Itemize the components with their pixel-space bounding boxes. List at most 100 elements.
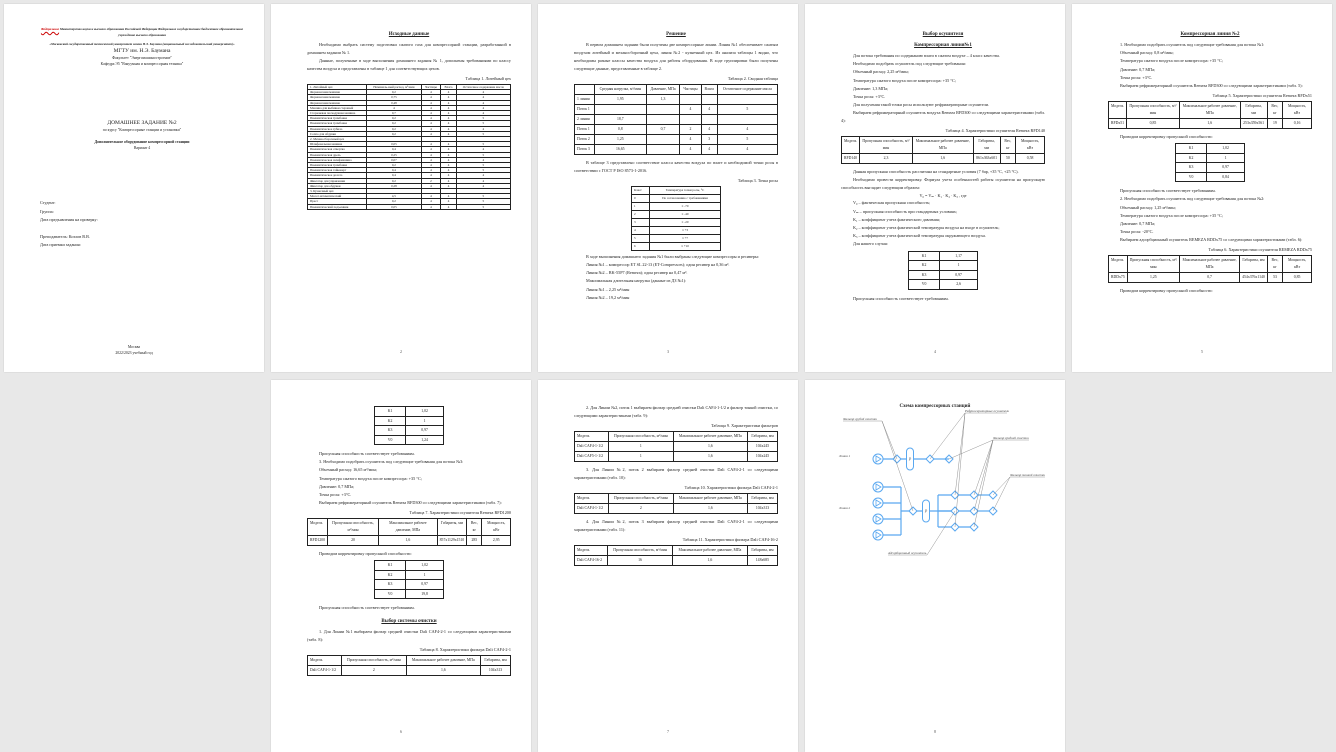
table-cell: Габариты, мм [747,493,778,504]
table-cell: 1,6 [672,451,749,462]
table-cell: Dali CAF4-16-2 [573,555,609,566]
department: Кафедра Э5 "Вакуумная и компрессорная те… [100,62,184,66]
table-cell: Габариты, мм [972,136,1001,155]
table-cell: 5 [716,134,779,145]
table-cell: Мощность, кВт [1015,136,1045,155]
table-row: Пневматическая трамбовка 0,2 4 4 5 [306,162,512,169]
text-line: V₀ – фактическая пропускная способность; [853,200,931,206]
table-cell: Максимальное рабочее давление, МПа [1179,255,1241,274]
year: 2022/2023 учебный год [115,351,153,355]
receiver-icon [906,447,914,471]
table-cell: 1 [405,415,444,426]
table-cell: 4 [440,162,457,169]
table-row: Поток 2 1,25 4 3 5 [574,134,779,145]
table-header-row: Средняя нагрузка, м³/мин Давление, МПа Час… [574,84,779,95]
page-3: Решение В первом домашнем задании были по… [538,4,798,372]
table-cell: Мощность, кВт [1282,101,1312,120]
table-cell: 5 [630,234,651,243]
table-cell: 1,02 [1206,143,1245,154]
table-cell: 1,02 [405,406,444,417]
assignment-title: ДОМАШНЕЕ ЗАДАНИЕ №2 [107,120,177,126]
table-cell [679,114,702,125]
table-cell: K2 [1174,152,1208,164]
text-line: Объемный расход: 16,65 м³/мин; [319,467,377,473]
table-caption: Таблица 2. Сводная таблица [727,76,778,81]
table-cell: Вес, кг [1266,101,1284,120]
leader-line [881,420,898,460]
data-table: Класс Температура точки росы, °C 0 По согла… [630,186,721,251]
page-7: 2. Для Линии №2, поток 1 выбираем фильтр… [538,380,798,752]
table-row: V0 1,24 [373,434,444,445]
text-line: Давление: 0,7 МПа; [319,483,355,489]
text-line: Температура сжатого воздуха после компре… [1120,212,1223,218]
table-cell [574,84,595,95]
leader-line [992,476,1011,496]
table-cell: 4 [440,141,457,148]
table-cell: 4 [455,104,512,112]
table-cell: 4 [455,109,512,117]
table-cell: 0,2 [366,198,422,205]
table-cell: 253x359x561 [1239,118,1268,130]
section-heading: Решение [666,32,686,37]
table-cell: K1 [907,250,941,262]
course: по курсу "Компрессорные станции и устано… [102,128,182,132]
table-cell: Мощность, кВт [1282,255,1312,274]
text-line: K₁ – коэффициент учета фактического давл… [853,216,941,222]
text-line: Точка росы: +3°C. [1120,74,1153,80]
table-cell: 4 [440,151,457,158]
text-line: Точка росы: +3°C. [319,492,352,498]
table-cell: RDDx75 [1108,272,1128,284]
leader-line [954,412,966,496]
data-table: Модель Пропускная способность, м³/мин Макс… [306,654,511,676]
university: МГТУ им. Н.Э. Баумана [113,48,171,54]
table-row: V0 2,6 [907,279,978,290]
paragraph: Данная пропускная способность рассчитана… [853,169,1019,175]
table-row: V0 19,8 [373,588,444,600]
table-cell: Модель [1108,255,1128,274]
compressor-arrow-icon [875,483,882,491]
table-header-row: Модель Пропускная способность, м³/мин Макс… [840,136,1045,155]
compressor-arrow-icon [875,531,882,539]
table-cell: Габариты, мм [747,431,778,442]
table-cell: 0,05 [366,203,422,210]
table-row: Пневматическая трамбовка 0,2 4 4 5 [306,115,512,122]
table-cell: Влага [440,83,457,91]
paragraph: 2. Для Линии №2, поток 1 выбираем фильтр… [574,405,778,418]
table-caption: Таблица 8. Характеристики фильтра Dali C… [419,646,511,652]
table-cell: Габариты, мм [1239,101,1268,120]
text-line: Проводим корректировку пропускной способ… [1120,134,1213,140]
table-row: 6 ≤ +10 [630,242,721,251]
paragraph: Выбираем адсорбционный осушитель REMEZA … [1120,237,1303,243]
table-cell: 104x245 [747,441,778,452]
table-cell: Пропускная способность, м³/мин [608,431,674,442]
table-cell: 2,6 [939,279,978,290]
table-cell: Влага [700,84,718,95]
table-cell: 1,24 [405,434,444,445]
table-cell: 4 [366,104,422,112]
table-cell: 861x363x601 [972,153,1001,165]
text-line: K₂ – коэффициент учета фактической темпе… [853,225,1000,231]
section-heading: Исходные данные [388,32,430,37]
table-cell: 4 [455,125,512,132]
table-row: K3 0,97 [907,269,978,281]
text-line: 1. Необходимо подобрать осушитель под сл… [1120,42,1265,47]
table-cell: 4 [455,146,512,153]
table-row: Стержневая пескодувная машина 0,7 4 4 4 [306,109,512,117]
table-row: Пневматическое долото 0,4 4 4 4 [306,172,512,179]
table-cell: 1,6 [378,535,438,547]
table-cell: Максимальное рабочее давление, МПа [378,518,438,537]
table-cell: 1 линия [574,94,595,105]
paragraph: В первом домашнем задании были получены … [574,42,778,71]
table-cell: Поток 3 [574,144,595,155]
table-cell: Класс [630,186,651,195]
label-ultra-filter: Фильтр тонкой очистки [1010,472,1045,477]
leader-line [929,412,966,460]
leader-line [881,420,914,512]
table-cell: 4 [679,144,702,155]
table-cell: Вес, кг [1266,255,1284,274]
label-line-1: Линия 1 [838,454,851,458]
table-cell: 4 [440,120,457,127]
table-row: Пневматическая отвертка 0,4 4 4 4 [306,146,512,153]
table-header-row: Модель Пропускная способность, м³/мин Макс… [1107,101,1312,120]
table-row: V0 0,84 [1174,171,1245,183]
